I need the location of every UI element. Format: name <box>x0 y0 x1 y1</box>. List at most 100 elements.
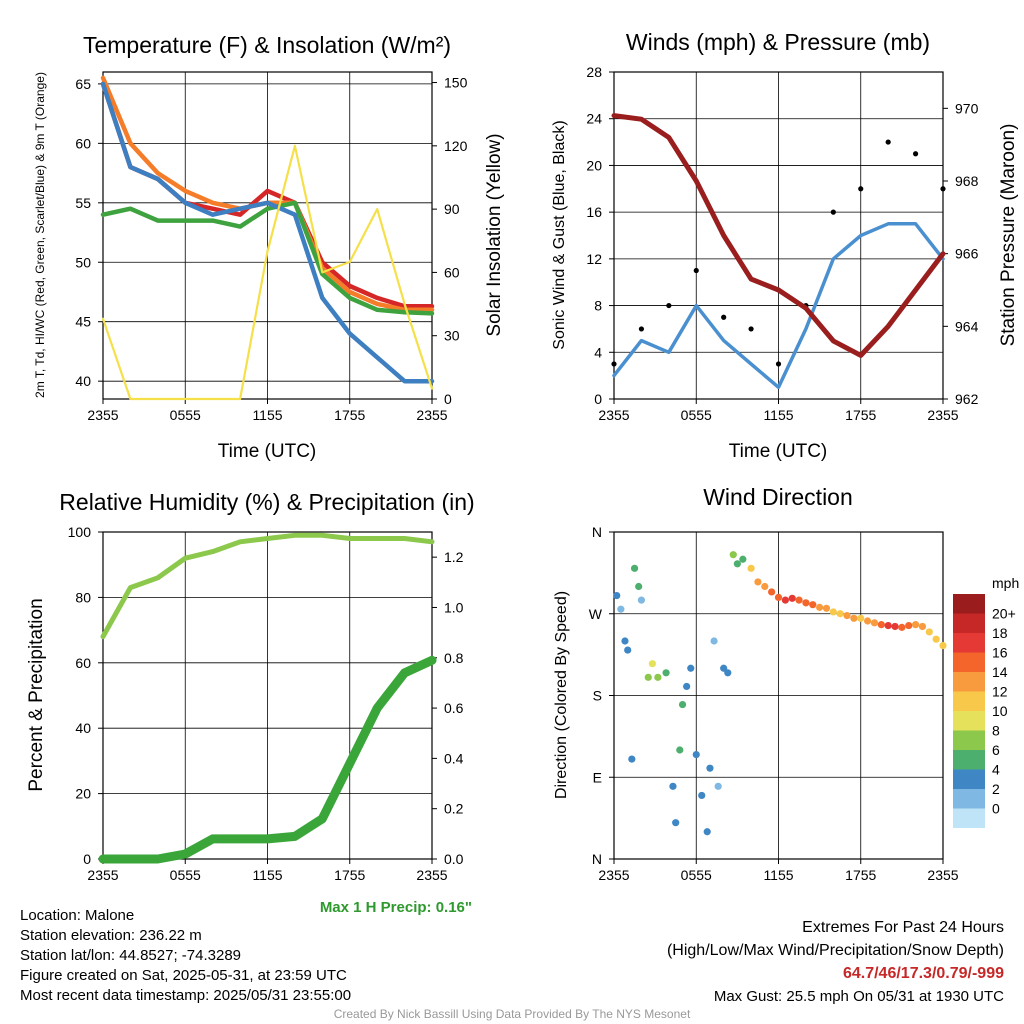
legend-swatch <box>953 808 985 828</box>
legend-swatch <box>953 769 985 789</box>
direction-point <box>630 564 639 572</box>
legend-label: 0 <box>992 801 1000 817</box>
tick-label-left: 16 <box>586 204 602 220</box>
y-axis-label-right: Station Pressure (Maroon) <box>998 124 1019 347</box>
direction-point <box>829 608 837 616</box>
gust-point <box>912 151 919 157</box>
direction-point <box>617 605 625 613</box>
tick-label-bottom: 0555 <box>170 407 201 423</box>
series-line <box>101 144 434 401</box>
tick-label-left: 12 <box>586 251 602 267</box>
tick-label-left: 8 <box>594 298 602 314</box>
tick-label-right: 90 <box>444 201 460 217</box>
tick-label-bottom: 2355 <box>416 407 447 423</box>
direction-point <box>669 782 677 790</box>
direction-point <box>703 828 711 836</box>
legend-label: 18 <box>992 625 1008 641</box>
direction-point <box>683 682 691 691</box>
x-axis-label: Time (UTC) <box>218 441 317 462</box>
gust-point <box>830 209 836 215</box>
tick-label-bottom: 2355 <box>87 407 118 423</box>
station-location: Location: Malone <box>20 907 135 924</box>
extremes-values: 64.7/46/17.3/0.79/-999 <box>842 965 1004 982</box>
direction-point <box>918 622 927 631</box>
direction-point <box>905 621 913 630</box>
direction-point <box>877 621 885 629</box>
gust-point <box>885 139 891 145</box>
gust-point <box>775 361 782 367</box>
tick-label-left: 0 <box>594 391 602 407</box>
gust-point <box>940 186 946 192</box>
direction-point <box>768 588 776 596</box>
tick-label-left: 20 <box>75 786 91 802</box>
direction-point <box>774 593 783 602</box>
tick-label-bottom: 0555 <box>681 867 712 883</box>
direction-point <box>795 596 803 604</box>
tick-label-right: 966 <box>955 246 979 262</box>
series-line <box>611 113 946 358</box>
direction-point <box>739 555 747 563</box>
tick-label-left: W <box>589 606 603 622</box>
direction-point <box>809 601 817 609</box>
legend-label: 6 <box>992 742 1000 758</box>
direction-point <box>836 610 844 618</box>
series-line <box>100 81 435 384</box>
direction-point <box>781 596 789 604</box>
legend-label: 8 <box>992 723 1000 739</box>
tick-label-bottom: 1155 <box>763 867 793 883</box>
chart-title: Wind Direction <box>703 484 853 510</box>
tick-label-left: 20 <box>586 157 602 173</box>
tick-label-bottom: 1755 <box>845 407 876 423</box>
direction-point <box>621 637 629 645</box>
direction-point <box>714 782 722 790</box>
direction-point <box>678 700 687 709</box>
tick-label-right: 0 <box>444 391 452 407</box>
tick-label-right: 968 <box>955 173 979 189</box>
direction-point <box>911 621 920 629</box>
series-line <box>100 532 435 640</box>
legend-swatch <box>953 633 985 653</box>
tick-label-right: 60 <box>444 264 460 280</box>
legend-swatch <box>953 730 985 750</box>
tick-label-bottom: 0555 <box>681 407 712 423</box>
tick-label-left: 0 <box>83 851 91 867</box>
tick-label-bottom: 2355 <box>927 867 958 883</box>
direction-point <box>816 603 824 611</box>
tick-label-bottom: 2355 <box>598 407 629 423</box>
tick-label-left: 28 <box>586 64 602 80</box>
legend-swatch <box>953 750 985 770</box>
tick-label-bottom: 1755 <box>334 407 365 423</box>
y-axis-label-left: 2m T, Td, HI/WC (Red, Green, Scarlet/Blu… <box>33 72 47 398</box>
legend-label: 2 <box>992 781 1000 797</box>
direction-point <box>672 819 680 827</box>
gust-point <box>638 326 645 332</box>
x-axis-label: Time (UTC) <box>729 441 828 462</box>
tick-label-bottom: 0555 <box>170 867 201 883</box>
tick-label-right: 970 <box>955 100 979 116</box>
max-precip-label: Max 1 H Precip: 0.16" <box>320 899 472 916</box>
direction-point <box>706 764 714 772</box>
tick-label-bottom: 1155 <box>763 407 793 423</box>
tick-label-right: 964 <box>955 318 979 334</box>
direction-point <box>747 564 755 572</box>
credit-footer: Created By Nick Bassill Using Data Provi… <box>333 1007 691 1021</box>
direction-point <box>710 637 718 645</box>
tick-label-left: E <box>593 769 602 785</box>
legend-label: 12 <box>992 684 1008 700</box>
extremes-subtitle: (High/Low/Max Wind/Precipitation/Snow De… <box>666 942 1004 959</box>
tick-label-left: 65 <box>75 76 91 92</box>
legend-swatch <box>953 613 985 633</box>
direction-point <box>939 641 947 650</box>
legend-label: 20+ <box>992 606 1016 622</box>
direction-point <box>850 614 858 622</box>
tick-label-left: 80 <box>75 589 91 605</box>
tick-label-left: 40 <box>75 720 91 736</box>
tick-label-bottom: 2355 <box>87 867 118 883</box>
direction-point <box>637 596 646 604</box>
legend-swatch <box>953 672 985 692</box>
direction-point <box>822 604 831 612</box>
tick-label-left: 60 <box>75 135 91 151</box>
chart-title: Winds (mph) & Pressure (mb) <box>626 29 930 55</box>
